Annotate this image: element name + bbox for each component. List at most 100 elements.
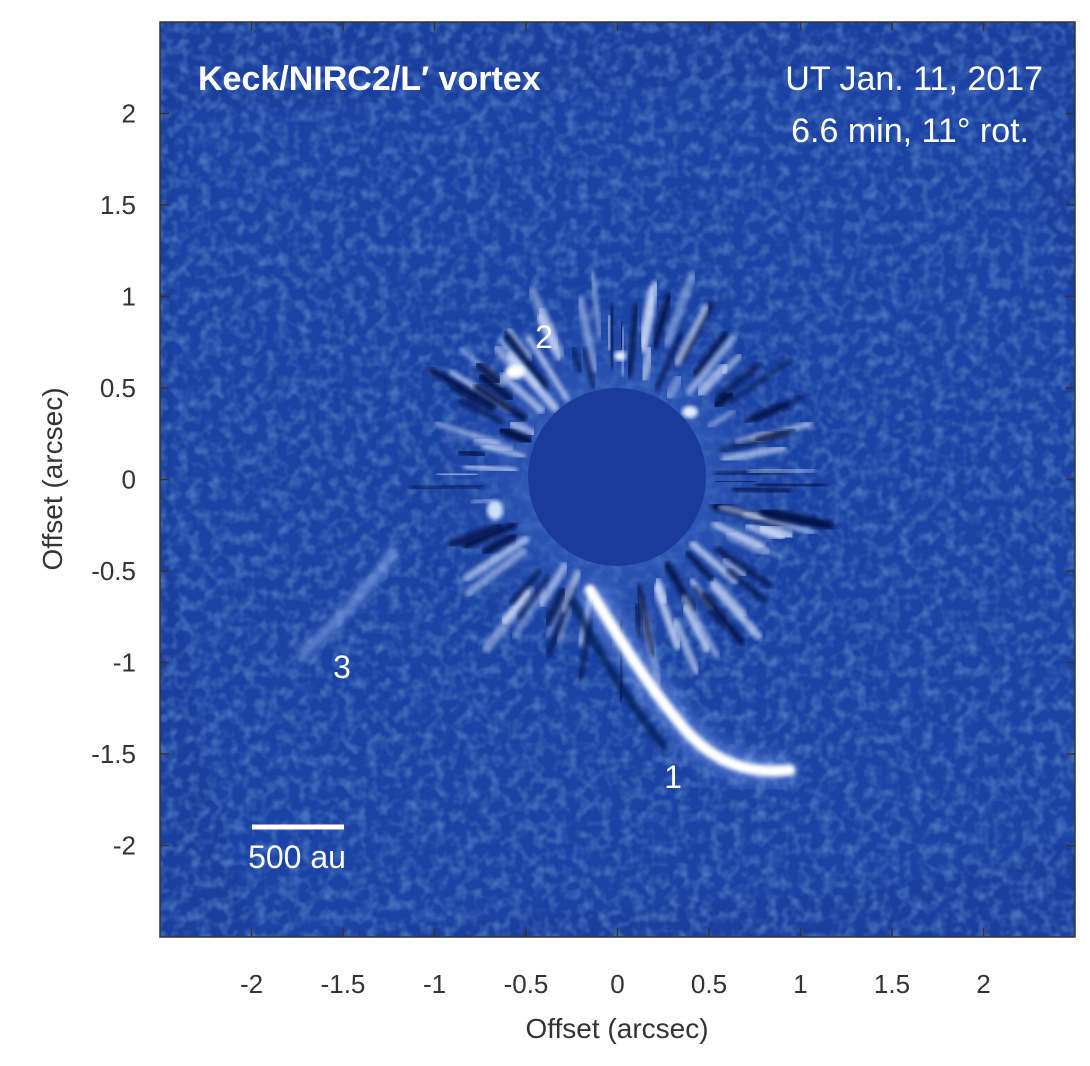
speckle-dark-streak: [473, 383, 528, 422]
speckle-bright-streak: [710, 583, 762, 640]
speckle-bright-streak: [433, 420, 501, 446]
y-tick-label: 0.5: [100, 373, 136, 403]
speckle-dark-streak: [497, 424, 534, 447]
speckle-bright-streak: [545, 568, 580, 638]
speckle-bright-streak: [720, 444, 787, 463]
speckle-bright-streak: [663, 373, 685, 402]
speckle-dark-streak: [692, 585, 726, 630]
speckle-dark-streak: [714, 545, 773, 589]
feature-label-2: 2: [535, 319, 553, 355]
x-tick-label: 0.5: [691, 969, 727, 999]
y-tick-label: -1: [113, 648, 136, 678]
speckle-dark-streak: [456, 447, 487, 460]
speckle-bright-streak: [721, 556, 748, 578]
speckle-bright-streak: [535, 306, 562, 351]
speckle-bright-streak: [742, 511, 816, 535]
feature-3: [296, 545, 400, 659]
speckle-bright-streak: [604, 313, 615, 352]
observation-date: UT Jan. 11, 2017: [785, 60, 1043, 98]
x-tick-label: 0: [610, 969, 624, 999]
speckle-dark-streak: [711, 389, 736, 410]
y-tick-label: 0: [122, 465, 136, 495]
speckle-dark-streak: [654, 332, 683, 391]
speckle-dark-streak: [684, 550, 715, 582]
speckle-bright-streak: [590, 271, 602, 339]
y-tick-label: 1: [122, 282, 136, 312]
speckle-bright-streak: [682, 604, 711, 653]
speckle-bright-streak: [473, 436, 514, 454]
speckle-bright-streak: [710, 577, 748, 617]
y-tick-label: 2: [122, 99, 136, 129]
speckle-bright-streak: [482, 586, 536, 654]
speckle-dark-streak: [474, 360, 503, 386]
speckle-streaks: [409, 270, 835, 702]
coronagraph-mask: [528, 388, 706, 566]
speckle-bright-b: [614, 351, 626, 361]
speckle-dark-streak: [447, 521, 503, 549]
speckle-bright-streak: [470, 497, 493, 505]
speckle-dark-streak: [503, 332, 549, 390]
speckle-dark-streak: [759, 509, 835, 532]
speckle-bright-streak: [465, 547, 527, 597]
x-tick-label: 1: [793, 969, 807, 999]
exposure-info: 6.6 min, 11° rot.: [791, 112, 1029, 150]
speckle-dark-streak: [755, 426, 797, 443]
speckle-bright-streak: [662, 270, 697, 348]
x-axis-title: Offset (arcsec): [525, 1013, 708, 1044]
speckle-dark-streak: [728, 358, 792, 404]
speckle-dark-streak: [715, 360, 764, 401]
image-panel: [160, 22, 1075, 937]
speckle-dark-streak: [636, 583, 655, 657]
x-tick-label: -0.5: [504, 969, 549, 999]
speckle-dark-streak: [543, 586, 568, 628]
speckle-bright-streak: [744, 521, 786, 542]
speckle-bright-streak: [653, 576, 670, 606]
y-tick-label: -1.5: [91, 739, 136, 769]
speckle-dark-streak: [480, 532, 518, 557]
speckle-bright-streak: [561, 570, 582, 613]
speckle-bright-streak: [673, 304, 710, 367]
speckle-dark-streak: [631, 602, 645, 640]
speckle-bright-streak: [720, 352, 743, 376]
speckle-bright-streak: [689, 540, 739, 585]
speckle-bright-streak: [507, 418, 537, 439]
speckle-bright-streak: [680, 594, 721, 659]
speckle-bright-streak: [695, 362, 730, 398]
x-tick-label: -1.5: [321, 969, 366, 999]
speckle-dark-streak: [692, 331, 729, 378]
speckle-bright-2: [505, 365, 525, 379]
speckle-bright-c: [487, 500, 503, 520]
speckle-dark-streak: [713, 476, 759, 487]
speckle-bright-streak: [637, 285, 657, 347]
speckle-dark-streak: [726, 568, 769, 604]
speckle-bright-streak: [506, 328, 533, 362]
speckle-bright-streak: [435, 470, 479, 479]
feature-label-3: 3: [333, 649, 351, 685]
speckle-bright-streak: [499, 372, 545, 415]
speckle-dark-streak: [581, 347, 597, 390]
spiral-arm-1-shadow: [568, 598, 669, 751]
x-axis-ticks: -2 -1.5 -1 -0.5 0 0.5 1 1.5 2: [240, 22, 991, 999]
spiral-arm-1: [584, 584, 796, 777]
speckle-bright-streak: [747, 464, 817, 478]
scale-bar-label: 500 au: [248, 839, 346, 875]
speckle-bright-a: [682, 406, 698, 418]
speckle-dark-streak: [457, 398, 505, 425]
speckle-bright-streak: [685, 333, 738, 396]
x-tick-label: -2: [240, 969, 263, 999]
speckle-bright-streak: [672, 617, 700, 675]
speckle-bright-streak: [537, 561, 569, 608]
feature-label-1: 1: [664, 759, 682, 795]
speckle-bright-streak: [706, 409, 737, 429]
speckle-dark-streak: [731, 483, 793, 497]
x-tick-label: 1.5: [874, 969, 910, 999]
speckle-bright-streak: [511, 588, 547, 639]
speckle-bright-streak: [576, 295, 599, 373]
speckle-dark-streak: [516, 574, 550, 619]
y-tick-label: 1.5: [100, 190, 136, 220]
speckle-dark-streak: [569, 345, 584, 374]
speckle-bright-streak: [526, 335, 570, 402]
speckle-dark-streak: [626, 303, 640, 379]
speckle-dark-streak: [477, 372, 515, 403]
